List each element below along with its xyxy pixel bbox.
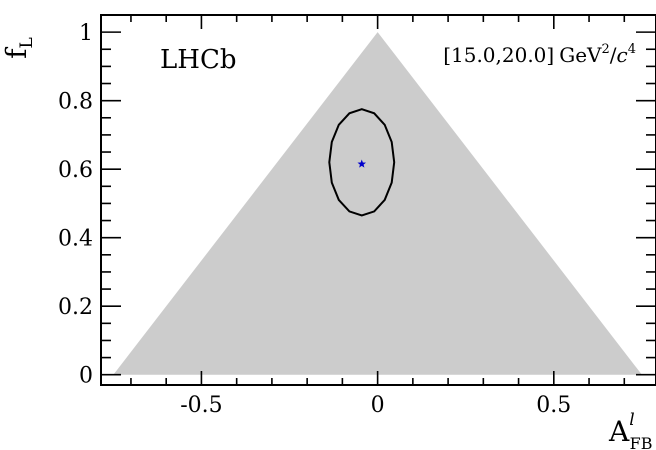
y-tick-label: 0.2	[58, 295, 93, 320]
y-tick-label: 0	[79, 364, 93, 389]
confidence-contour	[328, 108, 396, 217]
y-tick-label: 0.6	[58, 158, 93, 183]
x-label-sub: FB	[630, 434, 653, 450]
x-axis-ticks: -0.5 0 0.5	[130, 15, 626, 418]
x-tick-label: -0.5	[180, 393, 222, 418]
y-tick-label: 0.4	[58, 227, 93, 252]
y-tick-label: 0.8	[58, 90, 93, 115]
bin-label: [15.0,20.0] GeV2/c4	[443, 42, 636, 67]
bin-unit-c-sup: 4	[628, 42, 636, 57]
experiment-label: LHCb	[160, 45, 236, 75]
plot-frame	[100, 14, 656, 386]
bin-range: [15.0,20.0]	[443, 43, 554, 67]
best-fit-point	[357, 159, 367, 168]
bin-unit-sup: 2	[601, 42, 609, 57]
x-label-sup: l	[629, 410, 634, 430]
y-label-main: f	[0, 46, 33, 59]
x-tick-label: 0.5	[536, 393, 571, 418]
bin-unit-c: c	[617, 43, 628, 67]
bin-unit-slash: /	[610, 43, 617, 67]
y-label-sub: L	[17, 37, 37, 48]
x-label-main: A	[608, 415, 630, 448]
y-tick-label: 1	[79, 21, 93, 46]
y-axis-ticks: 0 0.2 0.4 0.6 0.8 1	[58, 14, 656, 389]
x-axis-label: Al FB	[608, 410, 653, 450]
bin-unit-main: GeV	[559, 43, 602, 67]
y-axis-label: fL	[0, 37, 37, 59]
x-tick-label: 0	[371, 393, 385, 418]
physical-region-triangle	[113, 32, 642, 375]
